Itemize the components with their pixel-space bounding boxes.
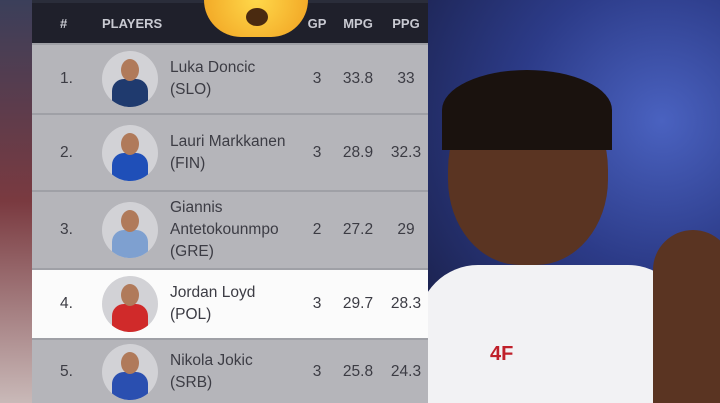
player-avatar [102,51,158,107]
gp-value: 3 [312,295,322,312]
rank: 4. [60,295,73,312]
ppg-value: 32.3 [390,143,422,161]
player-name: Giannis Antetokounmpo (GRE) [170,197,302,263]
player-name: Luka Doncic (SLO) [170,57,302,101]
rank: 1. [60,70,73,87]
player-avatar [102,202,158,258]
player-name-text: Nikola Jokic [170,351,253,369]
rank: 5. [60,362,73,380]
player-name-text: Giannis Antetokounmpo [170,199,279,238]
gp-value: 3 [312,70,322,87]
ppg-value: 24.3 [390,362,422,380]
ppg-value: 33 [397,70,415,87]
gp-value: 3 [312,362,322,380]
rank: 2. [60,143,73,161]
blurred-background [0,0,32,403]
player-country: (FIN) [170,154,206,172]
header-gp: GP [307,15,327,31]
player-name: Lauri Markkanen (FIN) [170,131,302,175]
mpg-value: 27.2 [342,221,374,238]
ppg-value: 28.3 [390,295,422,312]
mpg-value: 29.7 [342,295,374,312]
player-avatar [102,343,158,400]
player-name-text: Luka Doncic [170,59,256,76]
ppg-value: 29 [397,221,415,238]
player-arm [653,230,720,403]
table-row: 2. Lauri Markkanen (FIN) 3 28.9 32.3 [32,113,428,190]
player-name: Nikola Jokic (SRB) [170,350,302,394]
player-name: Jordan Loyd (POL) [170,282,302,326]
header-mpg: MPG [343,15,373,31]
gp-value: 3 [312,143,322,161]
table-row: 5. Nikola Jokic (SRB) 3 25.8 24.3 [32,338,428,403]
player-hair [442,70,612,150]
player-country: (SLO) [170,81,212,98]
player-photo: 4F [428,0,720,403]
player-avatar [102,276,158,332]
table-row: 1. Luka Doncic (SLO) 3 33.8 33 [32,43,428,113]
header-ppg: PPG [392,15,420,31]
header-players: PLAYERS [102,15,163,31]
mpg-value: 28.9 [342,143,374,161]
player-country: (GRE) [170,243,214,260]
table-row: 4. Jordan Loyd (POL) 3 29.7 28.3 [32,268,428,338]
player-country: (POL) [170,306,212,323]
header-rank: # [60,15,68,31]
gp-value: 2 [312,221,322,238]
player-country: (SRB) [170,373,213,391]
astonished-emoji-icon [204,0,308,37]
player-avatar [102,124,158,181]
mpg-value: 33.8 [342,70,374,87]
jersey-logo: 4F [490,343,514,365]
player-name-text: Jordan Loyd [170,284,256,301]
mpg-value: 25.8 [342,362,374,380]
table-row: 3. Giannis Antetokounmpo (GRE) 2 27.2 29 [32,190,428,268]
player-name-text: Lauri Markkanen [170,132,286,150]
rank: 3. [60,221,73,238]
stats-table: # PLAYERS GP MPG PPG 1. Luka Doncic (SLO)… [32,0,428,403]
player-jersey: 4F [428,265,688,403]
